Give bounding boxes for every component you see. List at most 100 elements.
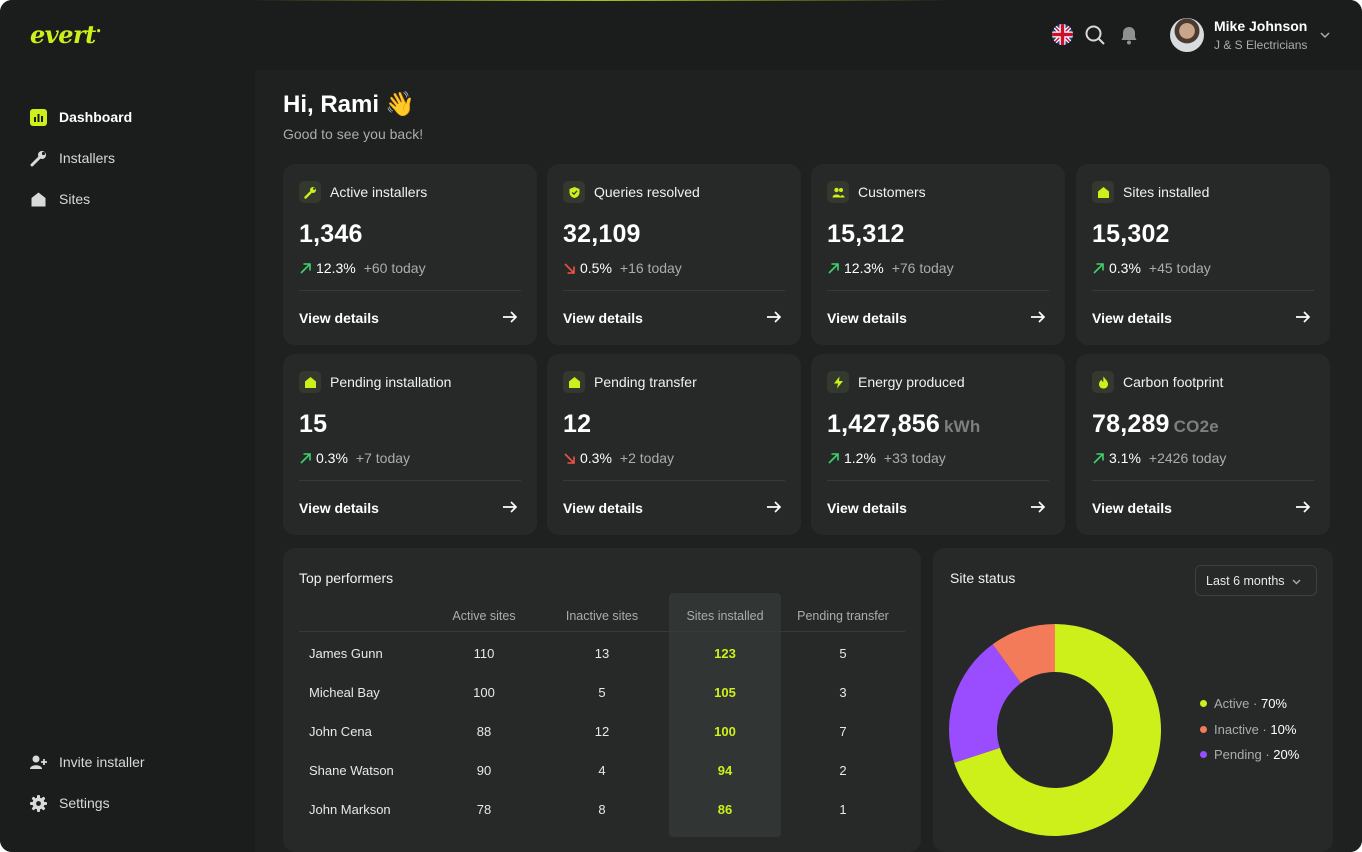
arrow-right-icon[interactable] [1029, 308, 1047, 326]
table-row[interactable]: Shane Watson 90 4 94 2 [299, 763, 905, 783]
trend-today: +33 today [883, 450, 946, 466]
table-row[interactable]: John Markson 78 8 86 1 [299, 802, 905, 822]
stat-card-value: 15,312 [827, 220, 905, 249]
stat-card-header: Sites installed [1092, 181, 1209, 203]
stat-card[interactable]: Customers 15,312 12.3% +76 today View detail… [811, 164, 1065, 345]
top-performers-title: Top performers [299, 570, 394, 586]
legend-dot [1200, 726, 1207, 733]
view-details-link[interactable]: View details [1092, 500, 1172, 516]
arrow-right-icon[interactable] [765, 308, 783, 326]
legend-value: 70% [1260, 696, 1287, 711]
table-row[interactable]: Micheal Bay 100 5 105 3 [299, 685, 905, 705]
stat-card-value: 1,427,856 kWh [827, 410, 981, 439]
user-plus-icon [30, 754, 47, 771]
arrow-right-icon[interactable] [765, 498, 783, 516]
arrow-right-icon[interactable] [501, 308, 519, 326]
sidebar-item-sites[interactable]: Sites [30, 187, 90, 211]
inactive-sites-cell: 13 [594, 646, 610, 661]
col-header-inactive-sites[interactable]: Inactive sites [565, 609, 639, 623]
col-header-sites-installed[interactable]: Sites installed [686, 609, 764, 623]
view-details-link[interactable]: View details [563, 500, 643, 516]
trend-up-icon [1092, 452, 1105, 465]
legend-label: Active · 70% [1214, 696, 1287, 711]
uk-flag-icon[interactable] [1052, 24, 1073, 45]
arrow-right-icon[interactable] [1294, 498, 1312, 516]
logo[interactable]: evert• [30, 20, 102, 49]
highlighted-column [669, 593, 781, 837]
sidebar-item-dashboard[interactable]: Dashboard [30, 105, 132, 129]
avatar[interactable] [1170, 18, 1204, 52]
stat-card-header: Carbon footprint [1092, 371, 1223, 393]
gear-icon [30, 794, 47, 812]
range-select-value: Last 6 months [1206, 574, 1285, 588]
arrow-right-icon[interactable] [1029, 498, 1047, 516]
active-sites-cell: 110 [473, 646, 495, 661]
range-select[interactable]: Last 6 months [1195, 565, 1317, 596]
active-sites-cell: 90 [476, 763, 492, 778]
performer-name: James Gunn [309, 646, 383, 661]
table-row[interactable]: John Cena 88 12 100 7 [299, 724, 905, 744]
col-header-active-sites[interactable]: Active sites [452, 609, 516, 623]
page-title: Hi, Rami 👋 [283, 90, 415, 119]
chevron-down-icon[interactable] [1318, 28, 1332, 42]
trend-down-icon [563, 262, 576, 275]
donut-slice-inactive[interactable] [992, 624, 1055, 684]
stat-card-title: Energy produced [858, 374, 965, 390]
bell-icon[interactable] [1118, 24, 1140, 46]
view-details-link[interactable]: View details [563, 310, 643, 326]
search-icon[interactable] [1084, 24, 1106, 46]
table-divider [299, 631, 905, 632]
legend-label-text: Active [1214, 696, 1250, 711]
stat-card-header: Customers [827, 181, 926, 203]
arrow-right-icon[interactable] [501, 498, 519, 516]
stat-card-trend: 1.2% +33 today [827, 450, 946, 466]
stat-card-header: Pending transfer [563, 371, 697, 393]
sidebar-item-settings[interactable]: Settings [30, 791, 110, 815]
donut-slice-pending[interactable] [949, 644, 1021, 763]
performer-name: John Markson [309, 802, 391, 817]
view-details-link[interactable]: View details [827, 310, 907, 326]
stat-value-number: 32,109 [563, 220, 641, 248]
trend-up-icon [827, 262, 840, 275]
sites-installed-cell: 94 [717, 763, 733, 778]
stat-card[interactable]: Pending transfer 12 0.3% +2 today View detai… [547, 354, 801, 535]
stat-card[interactable]: Active installers 1,346 12.3% +60 today View… [283, 164, 537, 345]
trend-percent: 0.3% [580, 450, 612, 466]
view-details-link[interactable]: View details [299, 310, 379, 326]
active-sites-cell: 78 [476, 802, 492, 817]
legend-dot [1200, 700, 1207, 707]
top-performers-panel [283, 548, 921, 852]
stat-card[interactable]: Carbon footprint 78,289 CO2e 3.1% +2426 toda… [1076, 354, 1330, 535]
table-row[interactable]: James Gunn 110 13 123 5 [299, 646, 905, 666]
view-details-link[interactable]: View details [827, 500, 907, 516]
trend-percent: 1.2% [844, 450, 876, 466]
view-details-link[interactable]: View details [299, 500, 379, 516]
user-name: Mike Johnson [1214, 18, 1308, 34]
stat-card[interactable]: Sites installed 15,302 0.3% +45 today View d… [1076, 164, 1330, 345]
sidebar-item-installers[interactable]: Installers [30, 146, 115, 170]
card-divider [563, 290, 785, 291]
donut-slice-active[interactable] [954, 624, 1161, 836]
house-icon [299, 371, 321, 393]
stat-card-value: 12 [563, 410, 591, 439]
legend-item: Inactive · 10% [1200, 722, 1296, 737]
stat-card[interactable]: Queries resolved 32,109 0.5% +16 today View … [547, 164, 801, 345]
stat-card-value: 1,346 [299, 220, 363, 249]
arrow-right-icon[interactable] [1294, 308, 1312, 326]
trend-up-icon [827, 452, 840, 465]
sidebar-item-label: Settings [59, 795, 110, 811]
legend-label: Pending · 20% [1214, 747, 1300, 762]
user-org: J & S Electricians [1214, 38, 1308, 52]
wrench-icon [30, 150, 47, 167]
stat-card[interactable]: Pending installation 15 0.3% +7 today View d… [283, 354, 537, 535]
stat-card-header: Queries resolved [563, 181, 700, 203]
legend-item: Active · 70% [1200, 696, 1287, 711]
pending-transfer-cell: 5 [839, 646, 847, 661]
trend-up-icon [299, 452, 312, 465]
stat-card-trend: 0.3% +2 today [563, 450, 674, 466]
col-header-pending-transfer[interactable]: Pending transfer [797, 609, 889, 623]
view-details-link[interactable]: View details [1092, 310, 1172, 326]
active-sites-cell: 88 [476, 724, 492, 739]
sidebar-item-invite-installer[interactable]: Invite installer [30, 750, 145, 774]
stat-card[interactable]: Energy produced 1,427,856 kWh 1.2% +33 today… [811, 354, 1065, 535]
